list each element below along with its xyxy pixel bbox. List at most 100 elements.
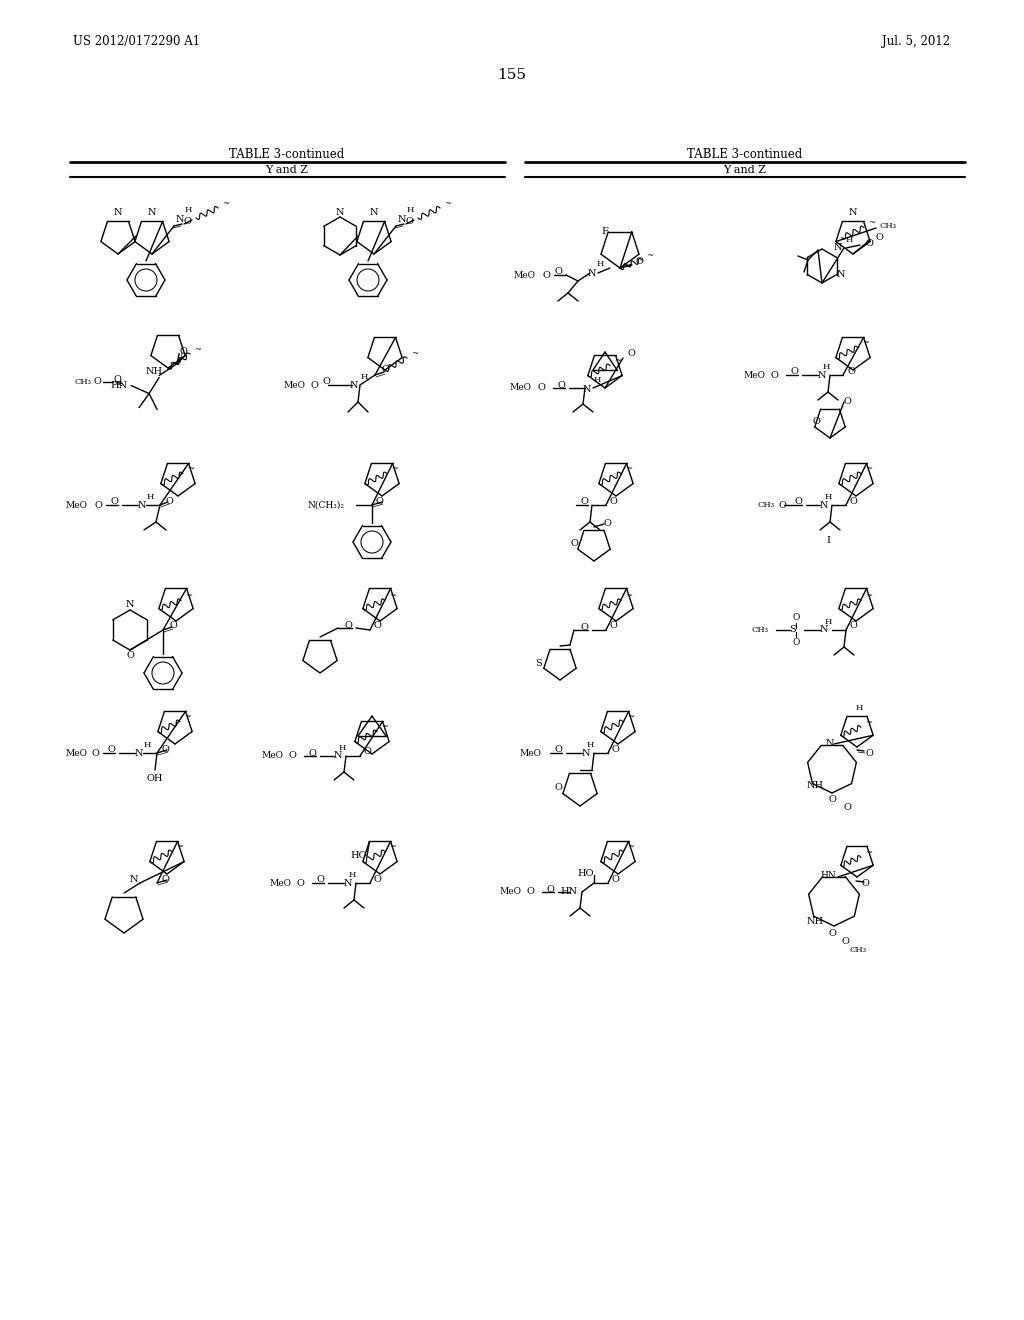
Text: N: N — [817, 371, 826, 380]
Text: O: O — [161, 744, 169, 754]
Text: ~: ~ — [389, 593, 396, 601]
Text: Y and Z: Y and Z — [724, 165, 766, 176]
Text: O: O — [526, 887, 534, 896]
Text: H: H — [824, 492, 831, 502]
Text: N: N — [834, 243, 842, 252]
Text: I: I — [826, 536, 830, 545]
Text: ~: ~ — [613, 358, 621, 366]
Text: O: O — [344, 620, 352, 630]
Text: ~: ~ — [625, 593, 632, 601]
Text: O: O — [323, 378, 330, 387]
Text: TABLE 3-continued: TABLE 3-continued — [687, 148, 803, 161]
Text: O: O — [554, 746, 562, 755]
Text: N: N — [819, 626, 828, 635]
Text: O: O — [113, 375, 121, 384]
Text: O: O — [554, 267, 562, 276]
Text: MeO: MeO — [514, 271, 536, 280]
Text: ~: ~ — [865, 719, 871, 727]
Text: HO: HO — [578, 869, 594, 878]
Text: N: N — [588, 269, 596, 279]
Text: O: O — [778, 500, 786, 510]
Text: CH₃: CH₃ — [850, 946, 867, 954]
Text: O: O — [296, 879, 304, 887]
Text: ~: ~ — [184, 714, 190, 722]
Text: ~: ~ — [194, 346, 201, 354]
Text: N: N — [397, 215, 406, 224]
Text: O: O — [850, 496, 858, 506]
Text: ~: ~ — [865, 849, 871, 857]
Text: O: O — [374, 622, 382, 631]
Text: H: H — [184, 206, 191, 214]
Text: N: N — [126, 601, 134, 609]
Text: O: O — [862, 879, 869, 887]
Text: O: O — [376, 496, 384, 506]
Text: N: N — [837, 271, 845, 279]
Text: HO: HO — [350, 851, 367, 861]
Text: N: N — [137, 500, 146, 510]
Text: CH₃: CH₃ — [880, 222, 897, 230]
Text: O: O — [793, 612, 800, 622]
Text: ~: ~ — [381, 723, 388, 731]
Text: H: H — [824, 618, 831, 626]
Text: O: O — [581, 623, 588, 631]
Text: O: O — [542, 271, 550, 280]
Text: N: N — [370, 209, 378, 216]
Text: H: H — [822, 363, 829, 371]
Text: O: O — [538, 384, 545, 392]
Text: O: O — [612, 744, 620, 754]
Text: O: O — [876, 234, 884, 243]
Text: H: H — [407, 206, 414, 214]
Text: N: N — [336, 209, 344, 216]
Text: O: O — [795, 498, 802, 507]
Text: CH₃: CH₃ — [751, 626, 768, 634]
Text: N(CH₃)₂: N(CH₃)₂ — [307, 500, 344, 510]
Text: MeO: MeO — [66, 500, 88, 510]
Text: O: O — [610, 496, 617, 506]
Text: CH₃: CH₃ — [74, 378, 91, 385]
Text: TABLE 3-continued: TABLE 3-continued — [229, 148, 345, 161]
Text: HN: HN — [820, 871, 836, 880]
Text: O: O — [844, 397, 852, 407]
Text: ~: ~ — [187, 466, 194, 474]
Text: ~: ~ — [444, 201, 451, 209]
Text: O: O — [316, 875, 324, 884]
Text: O: O — [850, 622, 858, 631]
Text: O: O — [111, 498, 118, 507]
Text: O: O — [557, 380, 565, 389]
Text: N: N — [825, 738, 834, 747]
Text: N: N — [134, 748, 143, 758]
Text: N: N — [343, 879, 352, 887]
Text: MeO: MeO — [262, 751, 284, 760]
Text: H: H — [593, 376, 601, 384]
Text: O: O — [828, 796, 836, 804]
Text: US 2012/0172290 A1: US 2012/0172290 A1 — [73, 36, 200, 48]
Text: ~: ~ — [868, 219, 874, 227]
Text: O: O — [581, 498, 588, 507]
Text: H: H — [596, 260, 604, 268]
Text: N: N — [147, 209, 157, 216]
Text: MeO: MeO — [509, 384, 531, 392]
Text: H: H — [348, 871, 355, 879]
Text: O: O — [166, 496, 174, 506]
Text: ~: ~ — [389, 843, 396, 851]
Text: Jul. 5, 2012: Jul. 5, 2012 — [882, 36, 950, 48]
Text: N: N — [582, 748, 590, 758]
Text: O: O — [94, 500, 102, 510]
Text: O: O — [866, 239, 873, 248]
Text: ~: ~ — [625, 466, 632, 474]
Text: O: O — [126, 651, 134, 660]
Text: ~: ~ — [627, 843, 634, 851]
Text: O: O — [610, 622, 617, 631]
Text: ~: ~ — [627, 714, 634, 722]
Text: O: O — [828, 929, 836, 939]
Text: N: N — [114, 209, 122, 216]
Text: O: O — [308, 748, 316, 758]
Text: CH₃: CH₃ — [757, 502, 774, 510]
Text: H: H — [360, 374, 368, 381]
Text: H: H — [587, 741, 594, 748]
Text: O: O — [161, 874, 169, 883]
Text: O: O — [108, 746, 115, 755]
Text: MeO: MeO — [283, 380, 305, 389]
Text: ~: ~ — [176, 843, 183, 851]
Text: O: O — [612, 874, 620, 883]
